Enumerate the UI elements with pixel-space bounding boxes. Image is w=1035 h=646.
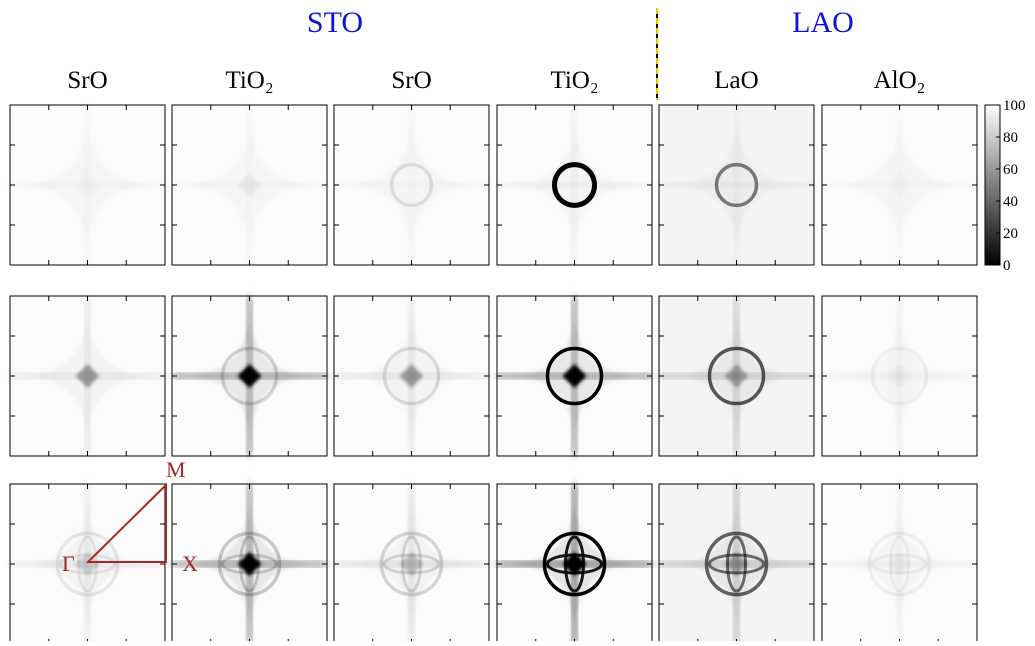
panel [334,105,489,265]
colorbar [985,105,1000,265]
column-label: SrO [391,67,431,94]
column-label: TiO₂ [225,67,273,94]
panel [10,296,165,456]
panel [497,296,652,456]
colorbar-tick-label: 20 [1003,226,1018,242]
panel [172,105,327,265]
panel [822,296,977,456]
panel [10,105,165,265]
point-label: M [166,457,186,482]
column-label: LaO [714,67,758,94]
panel [659,296,814,456]
colorbar-tick-label: 60 [1003,162,1018,178]
colorbar-tick-label: 100 [1003,98,1026,114]
figure: STO LAO Γ X M SrO TiO₂ SrO TiO₂ LaO AlO₂ 0 20 40 60… [0,0,1035,641]
panel [659,105,814,265]
group-label: STO [307,6,363,39]
panel [659,484,814,641]
colorbar-tick-label: 80 [1003,130,1018,146]
panels [10,105,977,641]
cross-v [573,105,577,265]
panel [172,296,327,456]
group-label: LAO [792,6,854,39]
column-label: SrO [67,67,107,94]
cross-v [735,105,739,265]
panel [822,484,977,641]
panel [334,296,489,456]
page: {"chart_data": {"type": "heatmap", "grou… [0,0,1035,641]
panel [822,105,977,265]
panel [497,105,652,265]
colorbar-tick-label: 40 [1003,194,1018,210]
colorbar-tick-label: 0 [1003,258,1011,274]
panel [497,484,652,641]
cross-v [410,105,414,265]
point-label: X [182,551,198,576]
point-label: Γ [62,551,75,576]
panel [334,484,489,641]
column-label: AlO₂ [874,67,926,94]
column-label: TiO₂ [550,67,598,94]
